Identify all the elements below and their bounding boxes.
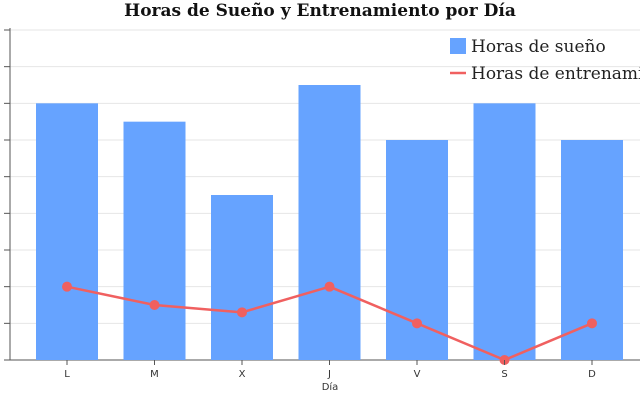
x-axis-title: Día (322, 381, 339, 393)
training-point-D (587, 318, 597, 329)
bar-X (211, 195, 273, 360)
training-point-M (149, 300, 160, 310)
training-point-X (237, 307, 247, 318)
bar-series (36, 85, 623, 361)
x-tick-label-J: J (327, 369, 331, 380)
x-tick-label-D: D (588, 369, 596, 380)
bar-M (123, 121, 186, 361)
x-tick-label-V: V (414, 369, 421, 380)
training-point-J (324, 281, 335, 292)
chart-title: Horas de Sueño y Entrenamiento por Día (124, 1, 516, 21)
training-point-L (62, 281, 72, 292)
y-axis-ticks (4, 29, 10, 361)
training-point-V (412, 318, 422, 329)
bar-S (473, 103, 536, 360)
x-tick-label-S: S (501, 369, 507, 380)
x-tick-label-L: L (64, 369, 70, 380)
legend: Horas de sueño Horas de entrenamiento (450, 37, 640, 84)
x-tick-label-X: X (239, 369, 246, 380)
legend-label-training: Horas de entrenamiento (471, 64, 640, 84)
legend-swatch-sleep (450, 38, 466, 54)
x-tick-label-M: M (150, 369, 159, 380)
legend-label-sleep: Horas de sueño (471, 37, 606, 57)
bar-L (36, 103, 98, 360)
bar-J (298, 85, 361, 360)
